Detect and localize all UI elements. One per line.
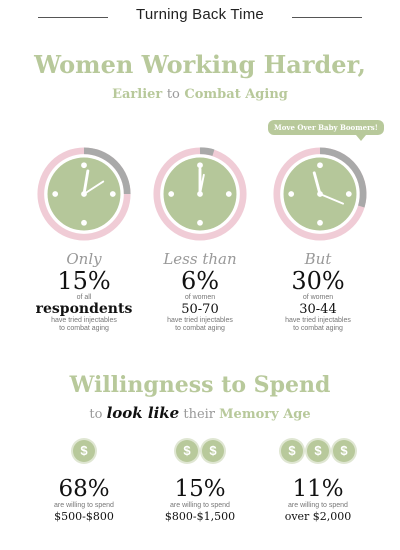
sub-memory-age: Memory Age bbox=[219, 407, 311, 422]
spend-note: are willing to spend bbox=[170, 502, 230, 509]
stat-note1: have tried injectables bbox=[51, 317, 117, 324]
subtitle-to: to bbox=[166, 87, 180, 102]
sub-to: to bbox=[89, 407, 103, 422]
dollar-coin-icon: $ bbox=[307, 440, 329, 462]
stat-qualifier: Less than bbox=[163, 250, 237, 268]
header-rule-right bbox=[292, 17, 362, 18]
dollar-coin-icon: $ bbox=[281, 440, 303, 462]
dollar-coin-icon: $ bbox=[176, 440, 198, 462]
coin-group-2: $ $ bbox=[140, 440, 260, 462]
stat-qualifier: But bbox=[304, 250, 332, 268]
stat-block-2: Less than 6% of women 50-70 have tried i… bbox=[140, 250, 260, 333]
stat-qualifier: Only bbox=[66, 250, 102, 268]
spend-block-1: 68% are willing to spend $500-$800 bbox=[24, 476, 144, 523]
stat-group: 50-70 bbox=[181, 302, 219, 317]
stat-line1: of women bbox=[302, 294, 334, 301]
stat-line1: of women bbox=[184, 294, 216, 301]
section1-subtitle: Earlier to Combat Aging bbox=[0, 87, 400, 102]
subtitle-combat: Combat Aging bbox=[184, 87, 288, 102]
sub-their: their bbox=[183, 407, 216, 422]
clock-icon-2 bbox=[153, 147, 247, 241]
stat-percent: 6% bbox=[180, 267, 220, 295]
stat-block-3: But 30% of women 30-44 have tried inject… bbox=[258, 250, 378, 333]
stat-percent: 30% bbox=[291, 267, 345, 295]
spend-percent: 68% bbox=[58, 476, 110, 502]
subtitle-earlier: Earlier bbox=[112, 87, 163, 102]
spend-note: are willing to spend bbox=[54, 502, 114, 509]
stat-note1: have tried injectables bbox=[167, 317, 233, 324]
spend-block-2: 15% are willing to spend $800-$1,500 bbox=[140, 476, 260, 523]
coin-group-1: $ bbox=[24, 440, 144, 462]
spend-block-3: 11% are willing to spend over $2,000 bbox=[258, 476, 378, 523]
spend-percent: 15% bbox=[174, 476, 226, 502]
spend-note: are willing to spend bbox=[288, 502, 348, 509]
section2-subtitle: to look like their Memory Age bbox=[0, 404, 400, 422]
stat-note1: have tried injectables bbox=[285, 317, 351, 324]
clock-icon-3 bbox=[273, 147, 367, 241]
sub-look-like: look like bbox=[106, 404, 180, 422]
dollar-coin-icon: $ bbox=[333, 440, 355, 462]
section2-title: Willingness to Spend bbox=[69, 372, 331, 398]
dollar-coin-icon: $ bbox=[73, 440, 95, 462]
stat-group: respondents bbox=[35, 301, 133, 317]
clock-icon-1 bbox=[37, 147, 131, 241]
stat-block-1: Only 15% of all respondents have tried i… bbox=[24, 250, 144, 333]
spend-percent: 11% bbox=[292, 476, 344, 502]
spend-range: $500-$800 bbox=[54, 510, 114, 523]
dollar-coin-icon: $ bbox=[202, 440, 224, 462]
section1-title: Women Working Harder, bbox=[34, 50, 366, 79]
stat-line1: of all bbox=[76, 294, 92, 301]
stat-note2: to combat aging bbox=[293, 325, 343, 332]
page-title: Turning Back Time bbox=[0, 6, 400, 23]
stat-group: 30-44 bbox=[299, 302, 337, 317]
spend-range: over $2,000 bbox=[284, 510, 352, 523]
callout-bubble: Move Over Baby Boomers! bbox=[268, 120, 384, 141]
coin-group-3: $ $ $ bbox=[258, 440, 378, 462]
header-rule-left bbox=[38, 17, 108, 18]
stat-note2: to combat aging bbox=[59, 325, 109, 332]
stat-percent: 15% bbox=[57, 267, 111, 295]
stat-note2: to combat aging bbox=[175, 325, 225, 332]
spend-range: $800-$1,500 bbox=[164, 510, 236, 523]
